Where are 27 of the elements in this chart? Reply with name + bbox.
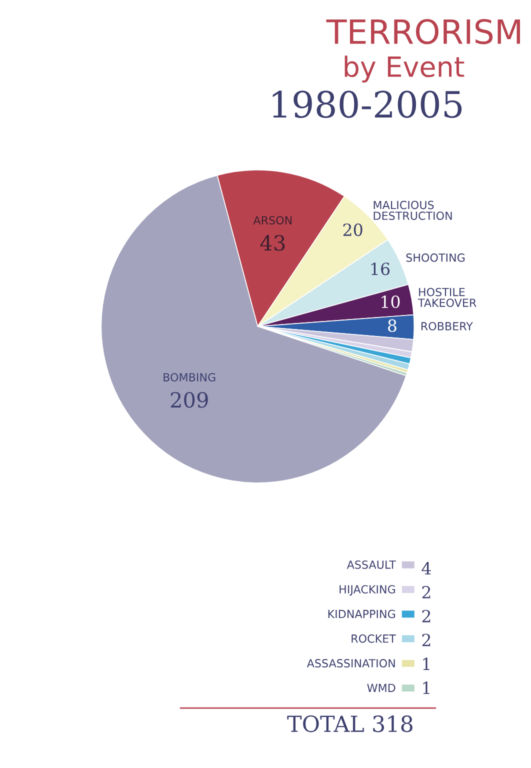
data-label: 43 bbox=[260, 235, 285, 251]
data-label: 2 bbox=[422, 586, 430, 598]
slice-label: ARSON bbox=[253, 216, 292, 224]
data-label: 2 bbox=[422, 634, 430, 646]
legend-label: ASSASSINATION bbox=[306, 659, 395, 668]
data-label: 2 bbox=[422, 610, 430, 622]
data-label: 20 bbox=[343, 223, 362, 236]
slice-label: HOSTILE TAKEOVER bbox=[418, 288, 476, 308]
chart-title: TERRORISM by Event bbox=[326, 19, 520, 83]
text: TOTAL 318 bbox=[287, 715, 412, 732]
slice-label: SHOOTING bbox=[406, 253, 465, 262]
data-label: 4 bbox=[422, 562, 431, 574]
chart-subtitle: 1980-2005 bbox=[272, 90, 462, 118]
legend-label: ROCKET bbox=[352, 634, 396, 643]
data-label: 209 bbox=[170, 392, 208, 408]
data-label: 8 bbox=[388, 319, 396, 332]
legend-label: ASSAULT bbox=[346, 560, 396, 569]
data-label: 1 bbox=[423, 658, 430, 670]
data-label: 1 bbox=[423, 681, 430, 694]
data-label: 10 bbox=[382, 295, 400, 308]
data-label: 16 bbox=[371, 262, 390, 276]
legend-label: HIJACKING bbox=[340, 585, 395, 596]
slice-label: ROBBERY bbox=[421, 322, 473, 330]
legend-label: KIDNAPPING bbox=[328, 610, 395, 618]
legend-label: WMD bbox=[367, 684, 396, 692]
slice-label: MALICIOUS DESTRUCTION bbox=[374, 200, 452, 220]
slice-label: BOMBING bbox=[164, 373, 216, 382]
